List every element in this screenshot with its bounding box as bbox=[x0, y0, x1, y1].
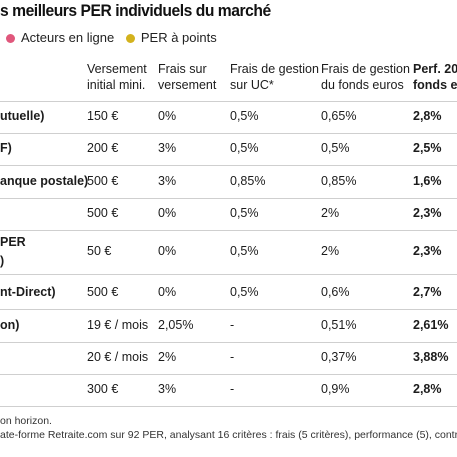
table-cell: 2,8% bbox=[413, 109, 442, 123]
legend-item-points: PER à points bbox=[125, 30, 217, 45]
table-cell: 0% bbox=[158, 244, 177, 258]
table-cell: 2,61% bbox=[413, 318, 449, 332]
page-title: s meilleurs PER individuels du marché bbox=[0, 1, 271, 20]
legend: Acteurs en ligne PER à points bbox=[6, 30, 225, 45]
table-cell: 19 € / mois bbox=[87, 318, 149, 332]
table-cell: 2,3% bbox=[413, 206, 442, 220]
table-cell: 0,5% bbox=[230, 109, 259, 123]
column-header-line1: Frais sur bbox=[158, 62, 207, 76]
table-cell: 0% bbox=[158, 285, 177, 299]
table-cell: 20 € / mois bbox=[87, 350, 149, 364]
legend-label-online: Acteurs en ligne bbox=[21, 30, 115, 45]
row-name: F) bbox=[0, 141, 12, 155]
column-header-line1: Frais de gestion bbox=[321, 62, 410, 76]
column-header-line2: fonds e bbox=[413, 78, 457, 92]
row-divider bbox=[0, 133, 457, 134]
column-header-line1: Perf. 20 bbox=[413, 62, 457, 76]
table-cell: 2,05% bbox=[158, 318, 194, 332]
table-cell: 2,7% bbox=[413, 285, 442, 299]
table-cell: 0,9% bbox=[321, 382, 350, 396]
column-header-line2: du fonds euros bbox=[321, 78, 404, 92]
table-cell: 500 € bbox=[87, 174, 119, 188]
row-name: anque postale) bbox=[0, 174, 89, 188]
table-cell: 2,8% bbox=[413, 382, 442, 396]
table-cell: 0,51% bbox=[321, 318, 357, 332]
row-name: utuelle) bbox=[0, 109, 45, 123]
table-cell: 2% bbox=[158, 350, 177, 364]
table-cell: 3% bbox=[158, 382, 177, 396]
row-divider bbox=[0, 230, 457, 231]
table-cell: 2% bbox=[321, 244, 340, 258]
row-divider bbox=[0, 342, 457, 343]
table-cell: 0,5% bbox=[230, 141, 259, 155]
table-cell: 0,85% bbox=[321, 174, 357, 188]
table-cell: - bbox=[230, 382, 235, 396]
table-cell: 3% bbox=[158, 174, 177, 188]
table-cell: 0,5% bbox=[230, 285, 259, 299]
table-cell: 200 € bbox=[87, 141, 119, 155]
row-name-line2: ) bbox=[0, 254, 5, 268]
table-cell: 50 € bbox=[87, 244, 112, 258]
column-header-line2: sur UC* bbox=[230, 78, 274, 92]
table-cell: 0,65% bbox=[321, 109, 357, 123]
legend-item-online: Acteurs en ligne bbox=[6, 30, 114, 45]
column-header-line2: versement bbox=[158, 78, 217, 92]
table-cell: - bbox=[230, 318, 235, 332]
row-divider bbox=[0, 309, 457, 310]
table-cell: 3,88% bbox=[413, 350, 449, 364]
row-divider bbox=[0, 101, 457, 102]
column-header-line2: initial mini. bbox=[87, 78, 146, 92]
row-divider bbox=[0, 374, 457, 375]
table-cell: 0,6% bbox=[321, 285, 350, 299]
pink-dot-icon bbox=[6, 34, 15, 43]
yellow-dot-icon bbox=[125, 34, 135, 43]
table-cell: 1,6% bbox=[413, 174, 442, 188]
table-cell: 0,85% bbox=[230, 174, 266, 188]
table-cell: 0,5% bbox=[230, 206, 259, 220]
table-cell: 0,5% bbox=[230, 244, 259, 258]
table-cell: 3% bbox=[158, 141, 177, 155]
row-name: PER bbox=[0, 235, 26, 249]
legend-label-points: PER à points bbox=[140, 30, 217, 45]
table-cell: - bbox=[230, 350, 235, 364]
table-cell: 0,37% bbox=[321, 350, 357, 364]
table-cell: 0,5% bbox=[321, 141, 350, 155]
table-cell: 300 € bbox=[87, 382, 119, 396]
row-name: on) bbox=[0, 318, 20, 332]
table-cell: 500 € bbox=[87, 206, 119, 220]
row-divider bbox=[0, 274, 457, 275]
table-cell: 150 € bbox=[87, 109, 119, 123]
table-cell: 2% bbox=[321, 206, 340, 220]
table-cell: 2,3% bbox=[413, 244, 442, 258]
table-cell: 0% bbox=[158, 109, 177, 123]
table-cell: 0% bbox=[158, 206, 177, 220]
row-divider bbox=[0, 165, 457, 166]
row-divider bbox=[0, 198, 457, 199]
footnote-1: on horizon. bbox=[0, 415, 52, 427]
footnote-2: ate-forme Retraite.com sur 92 PER, analy… bbox=[0, 429, 457, 441]
row-divider bbox=[0, 406, 457, 407]
column-header-line1: Versement bbox=[87, 62, 147, 76]
table-cell: 2,5% bbox=[413, 141, 442, 155]
row-name: nt-Direct) bbox=[0, 285, 56, 299]
table-cell: 500 € bbox=[87, 285, 119, 299]
column-header-line1: Frais de gestion bbox=[230, 62, 319, 76]
